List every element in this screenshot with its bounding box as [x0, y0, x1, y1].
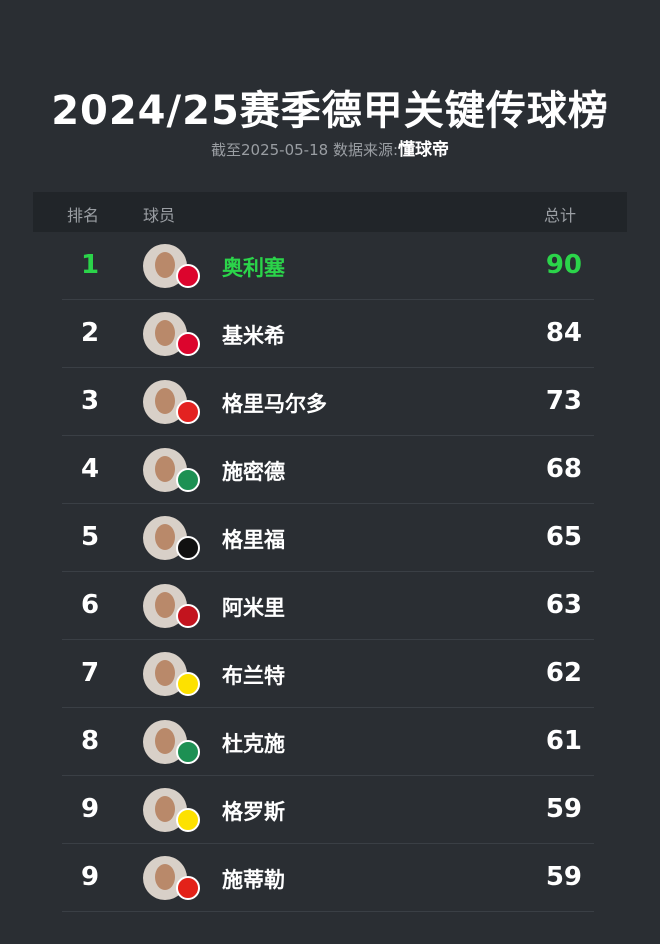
total-value: 84	[545, 318, 582, 348]
table-row: 4 施密德 68	[62, 436, 594, 504]
rank: 6	[80, 590, 100, 620]
rank: 1	[80, 250, 100, 280]
club-badge-icon	[176, 400, 200, 424]
table-row: 8 杜克施 61	[62, 708, 594, 776]
club-badge-icon	[176, 536, 200, 560]
table-row: 3 格里马尔多 73	[62, 368, 594, 436]
total-value: 59	[545, 794, 582, 824]
player-name: 格里马尔多	[222, 392, 327, 416]
table-header: 排名 球员 总计	[33, 192, 627, 232]
rank: 7	[80, 658, 100, 688]
table-row: 6 阿米里 63	[62, 572, 594, 640]
table-row: 9 施蒂勒 59	[62, 844, 594, 912]
header-rank: 排名	[67, 206, 100, 225]
rank: 9	[80, 862, 100, 892]
rank: 4	[80, 454, 100, 484]
total-value: 68	[545, 454, 582, 484]
rank: 9	[80, 794, 100, 824]
source-logo: 懂球帝	[398, 140, 449, 160]
total-value: 63	[545, 590, 582, 620]
rank: 2	[80, 318, 100, 348]
club-badge-icon	[176, 604, 200, 628]
player-name: 格里福	[222, 528, 285, 552]
total-value: 90	[545, 250, 582, 280]
rank: 8	[80, 726, 100, 756]
club-badge-icon	[176, 876, 200, 900]
player-name: 布兰特	[222, 664, 285, 688]
page-title: 2024/25赛季德甲关键传球榜	[51, 88, 609, 134]
table-row: 5 格里福 65	[62, 504, 594, 572]
player-name: 施蒂勒	[222, 868, 285, 892]
club-badge-icon	[176, 740, 200, 764]
club-badge-icon	[176, 332, 200, 356]
total-value: 62	[545, 658, 582, 688]
player-name: 基米希	[222, 324, 285, 348]
player-name: 施密德	[222, 460, 285, 484]
table-row: 7 布兰特 62	[62, 640, 594, 708]
total-value: 61	[545, 726, 582, 756]
club-badge-icon	[176, 264, 200, 288]
table-row: 2 基米希 84	[62, 300, 594, 368]
total-value: 59	[545, 862, 582, 892]
header-player: 球员	[143, 206, 176, 225]
rank: 3	[80, 386, 100, 416]
date-source-label: 截至2025-05-18 数据来源:	[211, 141, 398, 159]
club-badge-icon	[176, 468, 200, 492]
player-name: 阿米里	[222, 596, 285, 620]
club-badge-icon	[176, 808, 200, 832]
player-name: 杜克施	[222, 732, 285, 756]
total-value: 65	[545, 522, 582, 552]
player-name: 奥利塞	[222, 256, 285, 280]
player-name: 格罗斯	[222, 800, 285, 824]
table-row: 9 格罗斯 59	[62, 776, 594, 844]
total-value: 73	[545, 386, 582, 416]
subtitle: 截至2025-05-18 数据来源:懂球帝	[0, 135, 660, 160]
table-row: 1 奥利塞 90	[62, 232, 594, 300]
player-avatar	[143, 312, 187, 356]
rank: 5	[80, 522, 100, 552]
club-badge-icon	[176, 672, 200, 696]
header-total: 总计	[544, 206, 577, 225]
